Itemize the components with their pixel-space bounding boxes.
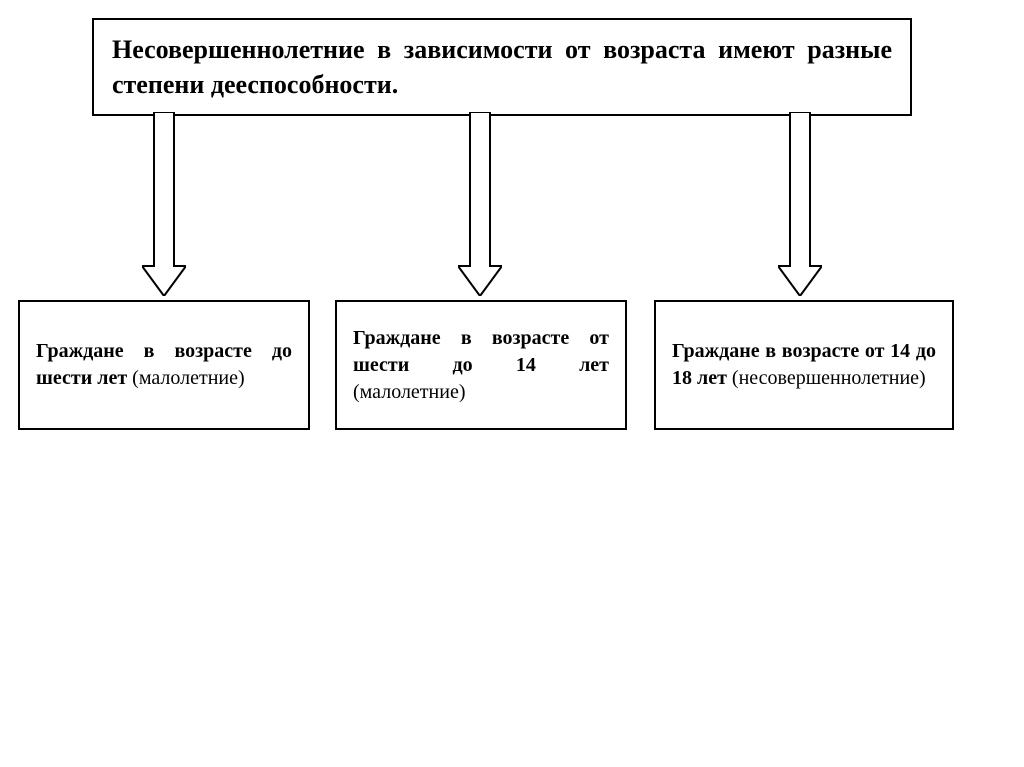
bottom-box-1-text: Граждане в возрасте до шести лет (малоле… [36, 338, 292, 392]
arrow-3 [778, 112, 822, 296]
bottom-box-2-text: Граждане в возрасте от шести до 14 лет (… [353, 325, 609, 406]
bottom-box-2-bold: Граждане в возрасте от шести до 14 лет [353, 327, 609, 376]
bottom-box-1: Граждане в возрасте до шести лет (малоле… [18, 300, 310, 430]
bottom-box-3-text: Граждане в возрасте от 14 до 18 лет (нес… [672, 338, 936, 392]
top-box-text: Несовершеннолетние в зависимости от возр… [112, 32, 892, 102]
bottom-box-3-rest: (несовершеннолетние) [727, 367, 926, 389]
top-box: Несовершеннолетние в зависимости от возр… [92, 18, 912, 116]
bottom-box-2: Граждане в возрасте от шести до 14 лет (… [335, 300, 627, 430]
bottom-box-1-rest: (малолетние) [127, 367, 245, 389]
bottom-box-2-rest: (малолетние) [353, 381, 466, 403]
arrow-1 [142, 112, 186, 296]
bottom-box-3: Граждане в возрасте от 14 до 18 лет (нес… [654, 300, 954, 430]
arrow-2 [458, 112, 502, 296]
